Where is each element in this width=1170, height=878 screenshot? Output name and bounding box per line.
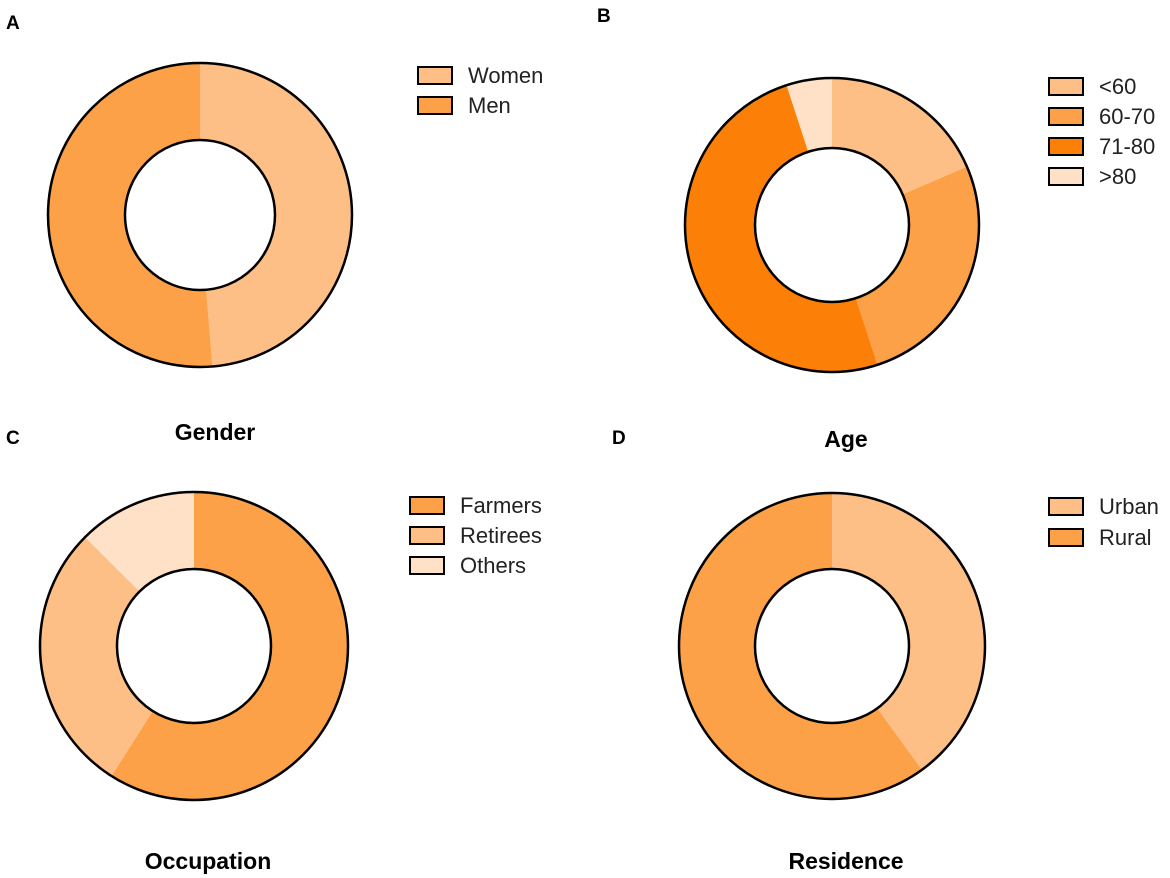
donut-chart-gender bbox=[46, 61, 354, 369]
legend-item: Women bbox=[417, 63, 543, 88]
legend-swatch bbox=[417, 96, 453, 115]
legend-swatch bbox=[1048, 77, 1084, 96]
legend-item: 71-80 bbox=[1048, 134, 1155, 159]
slice-farmers bbox=[111, 492, 349, 800]
panel-letter: B bbox=[597, 6, 611, 27]
slice-71-80 bbox=[685, 85, 878, 372]
slice-men bbox=[48, 63, 213, 367]
legend-swatch bbox=[417, 66, 453, 85]
slice-60 bbox=[832, 78, 967, 195]
legend-item: Urban bbox=[1048, 494, 1159, 519]
panel-letter: A bbox=[6, 13, 20, 34]
legend-item: Others bbox=[409, 553, 526, 578]
slice-others bbox=[85, 492, 194, 592]
legend-age: <60 60-70 71-80 >80 bbox=[1048, 74, 1155, 189]
legend-item: >80 bbox=[1048, 164, 1136, 189]
chart-title: Occupation bbox=[145, 848, 272, 874]
legend-label: Men bbox=[468, 93, 511, 118]
slice-retirees bbox=[39, 537, 153, 777]
donut-chart-residence bbox=[677, 491, 987, 801]
donut-outer-outline bbox=[38, 490, 350, 802]
legend-gender: Women Men bbox=[417, 63, 543, 118]
legend-item: Retirees bbox=[409, 523, 542, 548]
donut-outer-outline bbox=[46, 61, 354, 369]
legend-swatch bbox=[1048, 137, 1084, 156]
donut-chart-age bbox=[683, 76, 981, 374]
legend-label: 60-70 bbox=[1099, 104, 1155, 129]
legend-item: Rural bbox=[1048, 525, 1152, 550]
legend-item: <60 bbox=[1048, 74, 1136, 99]
panel-letter: D bbox=[612, 428, 626, 449]
legend-occupation: Farmers Retirees Others bbox=[409, 493, 542, 578]
donut-hole bbox=[753, 146, 911, 304]
panel-b: B Age <60 60-70 71-80 >80 bbox=[597, 6, 1155, 452]
legend-label: Retirees bbox=[460, 523, 542, 548]
chart-title: Age bbox=[824, 426, 867, 452]
panel-letter: C bbox=[6, 428, 20, 449]
legend-label: Others bbox=[460, 553, 526, 578]
legend-swatch bbox=[1048, 107, 1084, 126]
legend-label: >80 bbox=[1099, 164, 1136, 189]
legend-label: Rural bbox=[1099, 525, 1152, 550]
legend-label: Urban bbox=[1099, 494, 1159, 519]
chart-title: Gender bbox=[175, 419, 256, 445]
donut-chart-occupation bbox=[38, 490, 350, 802]
legend-item: 60-70 bbox=[1048, 104, 1155, 129]
panel-c: C Occupation Farmers Retirees Others bbox=[6, 428, 542, 874]
donut-outer-outline bbox=[683, 76, 981, 374]
legend-label: <60 bbox=[1099, 74, 1136, 99]
donut-outer-outline bbox=[677, 491, 987, 801]
legend-swatch bbox=[409, 526, 445, 545]
legend-label: Women bbox=[468, 63, 543, 88]
slice-60-70 bbox=[855, 166, 979, 365]
slice-80 bbox=[786, 78, 832, 152]
legend-swatch bbox=[409, 556, 445, 575]
donut-hole bbox=[115, 567, 273, 725]
legend-swatch bbox=[1048, 497, 1084, 516]
chart-title: Residence bbox=[788, 848, 903, 874]
legend-swatch bbox=[1048, 528, 1084, 547]
panel-a: A Gender Women Men bbox=[6, 13, 543, 445]
legend-swatch bbox=[409, 496, 445, 515]
donut-hole bbox=[123, 138, 277, 292]
legend-label: 71-80 bbox=[1099, 134, 1155, 159]
donut-hole bbox=[753, 567, 911, 725]
panel-d: D Residence Urban Rural bbox=[612, 428, 1159, 874]
legend-item: Men bbox=[417, 93, 511, 118]
slice-rural bbox=[679, 493, 922, 799]
legend-item: Farmers bbox=[409, 493, 542, 518]
legend-swatch bbox=[1048, 167, 1084, 186]
legend-residence: Urban Rural bbox=[1048, 494, 1159, 550]
legend-label: Farmers bbox=[460, 493, 542, 518]
